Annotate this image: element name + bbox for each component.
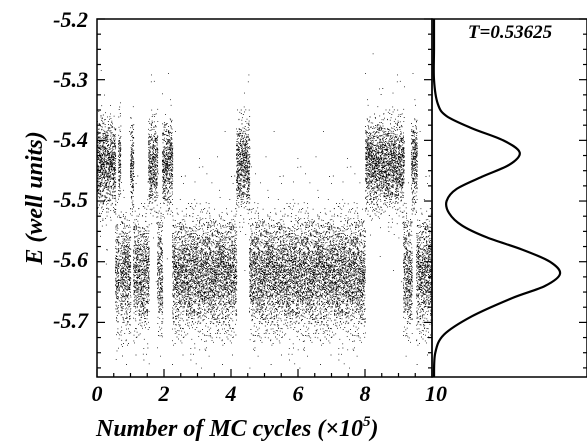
x-axis-title: Number of MC cycles (×105)	[95, 414, 378, 442]
x-tick-label: 10	[425, 381, 447, 406]
main-plot-frame	[96, 18, 433, 378]
x-axis-title-main: Number of MC cycles (	[95, 416, 327, 442]
y-tick-label: -5.2	[53, 7, 88, 32]
y-tick-label: -5.3	[53, 67, 88, 92]
x-tick-label: 8	[360, 381, 371, 406]
y-tick-label: -5.6	[53, 247, 88, 272]
histogram-panel-frame	[431, 18, 587, 378]
x-axis-title-factor: ×10	[325, 416, 363, 442]
y-axis-title: E (well units)	[22, 131, 48, 265]
x-axis-title-exponent: 5	[363, 414, 371, 430]
y-ticks	[97, 18, 432, 369]
scatter-points	[97, 53, 433, 369]
histogram-curve	[432, 19, 562, 378]
temperature-annotation: T=0.53625	[468, 22, 553, 43]
y-tick-label: -5.7	[53, 308, 89, 333]
x-axis-title-close: )	[368, 416, 378, 442]
x-tick-label: 6	[293, 381, 304, 406]
x-tick-label: 0	[92, 381, 103, 406]
x-tick-label: 4	[225, 381, 237, 406]
y-tick-label: -5.4	[53, 127, 88, 152]
scatter-point-cloud	[97, 53, 433, 369]
histogram-ticks	[579, 18, 587, 369]
x-ticks	[96, 369, 433, 377]
x-tick-label: 2	[158, 381, 170, 406]
y-tick-label: -5.5	[53, 187, 88, 212]
